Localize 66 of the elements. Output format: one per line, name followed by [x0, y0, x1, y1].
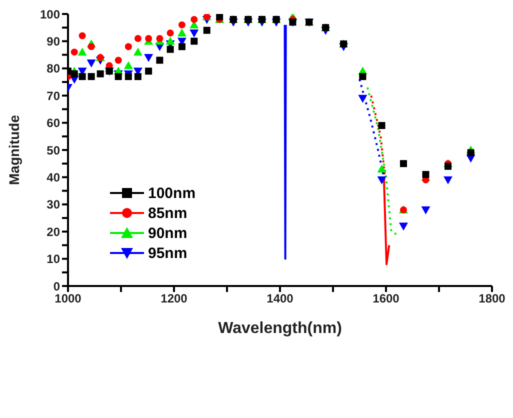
point [114, 73, 122, 80]
point [88, 73, 95, 80]
point [70, 48, 78, 56]
point [178, 21, 186, 28]
y-tick-label: 30 [46, 198, 60, 212]
point [190, 30, 199, 38]
point [124, 43, 132, 50]
point [78, 32, 86, 40]
point [134, 34, 142, 42]
point [124, 73, 132, 80]
point [422, 170, 430, 178]
point [124, 61, 133, 70]
point [156, 56, 164, 64]
x-tick-label: 1600 [372, 292, 400, 306]
point [421, 206, 430, 214]
point [378, 122, 386, 130]
point [216, 14, 224, 20]
point [88, 43, 95, 50]
x-tick-label: 1400 [266, 292, 294, 306]
y-axis-title: Magnitude [6, 114, 22, 185]
legend-label: 100nm [148, 184, 196, 202]
y-tick-label: 80 [46, 62, 60, 76]
point [190, 38, 198, 45]
point [96, 70, 104, 78]
point [444, 162, 452, 170]
x-tick-label: 1800 [478, 292, 506, 306]
y-tick-label: 0 [53, 279, 60, 294]
point [178, 43, 186, 50]
point [203, 26, 210, 34]
point [377, 164, 386, 173]
point [114, 56, 122, 64]
point [133, 48, 142, 56]
point [377, 176, 386, 184]
point [166, 36, 175, 45]
point [145, 34, 152, 42]
y-tick-label: 90 [46, 34, 60, 48]
y-tick-label: 70 [46, 88, 60, 103]
point [398, 222, 408, 231]
y-tick-label: 100 [40, 7, 60, 22]
point [177, 28, 186, 37]
y-tick-label: 20 [46, 224, 60, 239]
point [78, 48, 87, 56]
x-tick-label: 1200 [160, 292, 188, 306]
point [190, 16, 198, 23]
point [134, 73, 142, 80]
legend-label: 85nm [148, 204, 188, 222]
point [444, 176, 453, 184]
point [78, 73, 86, 80]
point [166, 46, 174, 53]
point [166, 30, 174, 37]
point [400, 160, 407, 168]
line-series [366, 86, 398, 236]
point [70, 70, 78, 78]
x-tick-label: 1000 [54, 292, 82, 306]
point [156, 34, 164, 42]
y-tick-label: 50 [46, 143, 60, 158]
legend-label: 95nm [148, 244, 188, 262]
y-tick-label: 10 [46, 252, 60, 266]
point [144, 54, 154, 62]
point [86, 59, 96, 68]
point [145, 68, 152, 75]
legend-label: 90nm [148, 224, 188, 242]
x-axis-title: Wavelength(nm) [218, 320, 342, 337]
point [358, 94, 368, 103]
y-tick-label: 60 [46, 116, 60, 130]
y-tick-label: 40 [46, 170, 60, 184]
